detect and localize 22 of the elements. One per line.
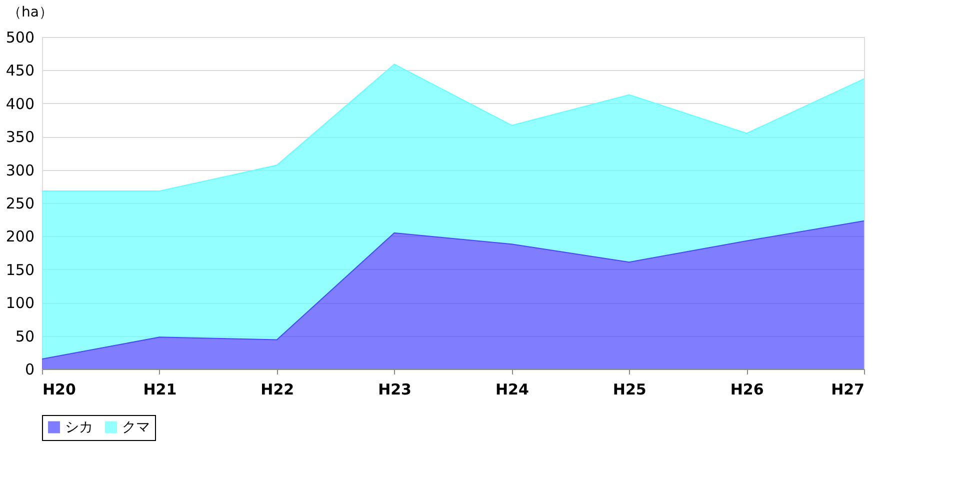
x-tick-label: H21	[143, 380, 177, 398]
legend-label: クマ	[122, 419, 150, 436]
y-tick-label: 100	[6, 294, 34, 312]
legend-label: シカ	[65, 419, 93, 436]
y-tick-label: 0	[24, 360, 34, 378]
y-tick-label: 250	[6, 194, 34, 212]
y-tick-label: 50	[15, 327, 34, 346]
x-tick-label: H26	[730, 380, 764, 398]
y-axis-title: （ha）	[8, 4, 53, 20]
y-tick-label: 350	[6, 128, 34, 146]
y-tick-label: 450	[6, 62, 34, 80]
x-tick-label: H20	[42, 380, 76, 398]
y-tick-label: 300	[6, 161, 34, 180]
y-tick-label: 400	[6, 94, 34, 113]
x-tick-label: H25	[612, 380, 646, 398]
y-tick-label: 150	[6, 260, 34, 279]
y-tick-label: 500	[6, 28, 34, 46]
x-tick-label: H23	[378, 380, 412, 398]
x-tick-label: H24	[495, 380, 529, 398]
y-tick-label: 200	[6, 228, 34, 246]
x-tick-label: H22	[260, 380, 294, 398]
x-tick-label: H27	[831, 380, 864, 398]
